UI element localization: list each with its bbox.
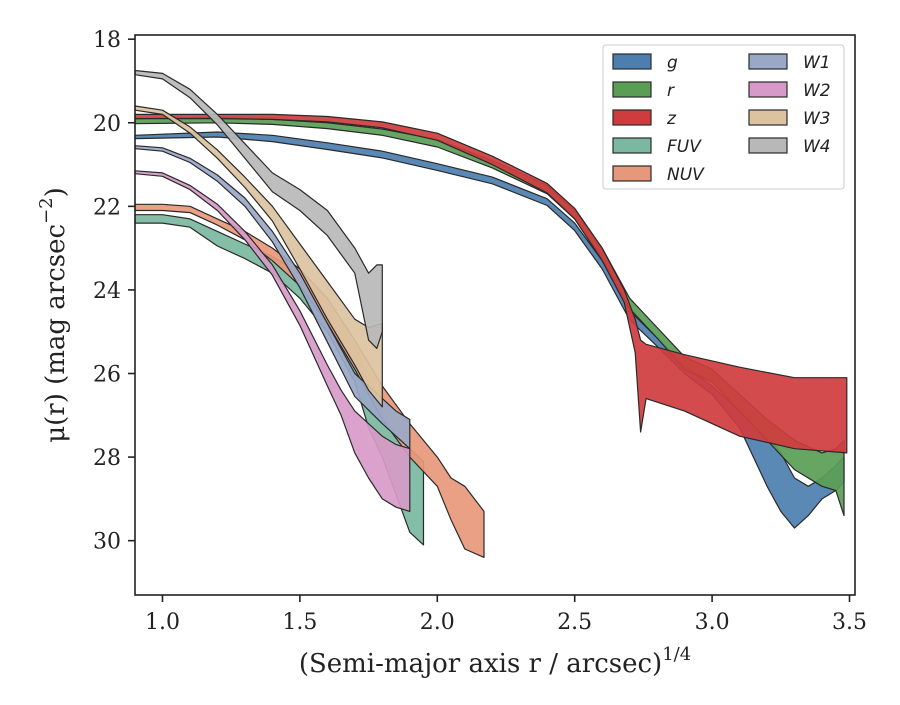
- series-band-w4: [134, 69, 383, 349]
- series-band-w2: [134, 170, 411, 512]
- series-band-g: [134, 131, 845, 529]
- legend-label-fuv: FUV: [667, 137, 702, 157]
- y-tick-label: 22: [93, 195, 121, 220]
- legend-swatch-z: [612, 109, 652, 126]
- y-tick-label: 18: [93, 28, 121, 53]
- x-tick-label: 1.0: [145, 610, 180, 635]
- series-layer: [134, 69, 848, 559]
- x-axis-label: (Semi-major axis r / arcsec)1/4: [299, 644, 691, 679]
- y-axis-label-close: ): [41, 187, 71, 197]
- x-tick-label: 2.0: [420, 610, 455, 635]
- legend-swatch-w3: [748, 109, 788, 126]
- y-axis-label: μ(r) (mag arcsec−2): [36, 187, 71, 443]
- x-axis-label-superscript: 1/4: [662, 644, 691, 665]
- y-tick-label: 24: [93, 279, 121, 304]
- y-tick-label: 20: [93, 112, 121, 137]
- plot-frame: [134, 34, 856, 596]
- x-tick-label: 3.5: [832, 610, 867, 635]
- legend-label-w2: W2: [803, 81, 831, 101]
- legend-swatch-fuv: [612, 137, 652, 154]
- legend-swatch-w1: [748, 53, 788, 70]
- y-axis-label-superscript: −2: [36, 197, 57, 224]
- y-tick-label: 28: [93, 446, 121, 471]
- legend-swatch-w2: [748, 81, 788, 98]
- legend-label-w1: W1: [803, 53, 831, 73]
- legend-swatch-nuv: [612, 165, 652, 182]
- legend-label-r: r: [667, 81, 675, 101]
- legend-label-w4: W4: [803, 137, 831, 157]
- y-tick-label: 30: [93, 530, 121, 555]
- series-band-w3: [134, 105, 383, 408]
- legend: grz FUV NUV W1 W2 W3 W4: [602, 44, 845, 190]
- legend-label-g: g: [667, 53, 678, 73]
- y-tick-label: 26: [93, 363, 121, 388]
- legend-label-w3: W3: [803, 109, 831, 129]
- legend-label-z: z: [666, 109, 677, 129]
- series-band-z: [134, 113, 848, 454]
- legend-swatch-g: [612, 53, 652, 70]
- y-axis-label-main: μ(r) (mag arcsec: [41, 224, 71, 443]
- axes-layer: 1.0 1.5 2.0 2.5 3.0 3.5 18 20 22 24 26 28 30: [93, 28, 867, 635]
- x-axis-label-main: (Semi-major axis r / arcsec): [299, 649, 662, 679]
- legend-label-nuv: NUV: [667, 165, 705, 185]
- legend-swatch-w4: [748, 137, 788, 154]
- x-tick-label: 2.5: [557, 610, 592, 635]
- x-tick-label: 1.5: [282, 610, 317, 635]
- x-tick-label: 3.0: [695, 610, 730, 635]
- legend-swatch-r: [612, 81, 652, 98]
